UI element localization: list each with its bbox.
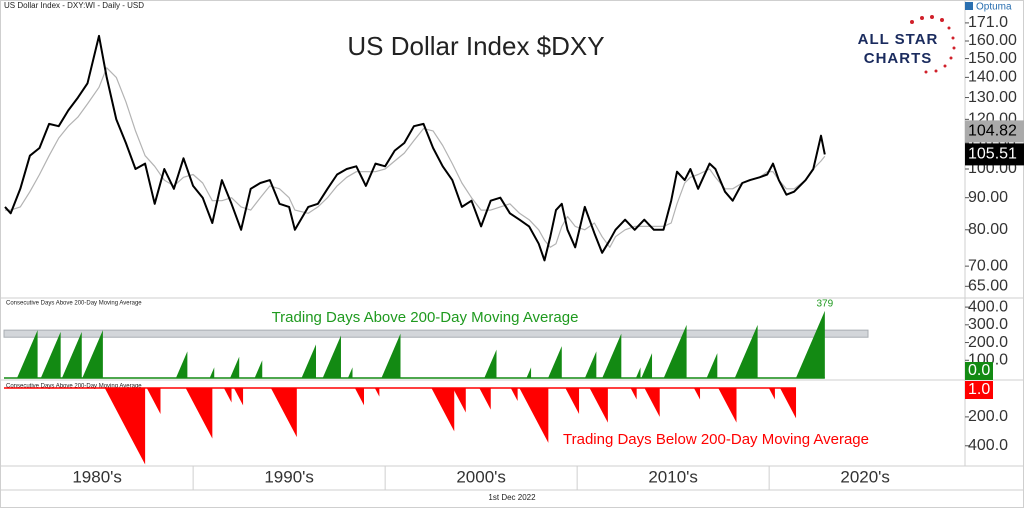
run — [630, 388, 637, 400]
run — [175, 351, 188, 378]
last-value-box — [965, 120, 1024, 143]
y-tick-label: 70.00 — [968, 257, 1008, 274]
run — [780, 388, 797, 419]
x-tick-label: 1990's — [264, 467, 314, 486]
run — [706, 353, 718, 378]
y-tick-label: 90.00 — [968, 189, 1008, 206]
run — [61, 331, 82, 378]
run — [185, 388, 213, 439]
run — [347, 367, 353, 378]
x-tick-label: 2020's — [840, 467, 890, 486]
run — [718, 388, 737, 423]
run — [230, 356, 240, 378]
current-value-box — [965, 362, 993, 380]
last-value-label: 105.51 — [968, 146, 1017, 163]
run — [584, 351, 597, 378]
run — [565, 388, 580, 414]
y-tick-label: 160.00 — [968, 32, 1017, 49]
run — [233, 388, 244, 406]
run — [589, 388, 608, 423]
run — [519, 388, 549, 443]
run — [40, 331, 61, 378]
y-tick-label: 200.0 — [968, 334, 1008, 351]
chart-title: US Dollar Index $DXY — [347, 31, 604, 61]
run — [381, 333, 401, 378]
y-tick-label: 150.00 — [968, 50, 1017, 67]
current-value-label: 0.0 — [968, 362, 990, 379]
brand-icon — [965, 2, 973, 10]
y-tick-label: 300.0 — [968, 316, 1008, 333]
run — [663, 324, 687, 378]
run — [768, 388, 775, 400]
last-value-box — [965, 143, 1024, 166]
run — [301, 344, 317, 378]
y-tick-label: 400.0 — [968, 298, 1008, 315]
highlight-band — [3, 329, 869, 338]
footer: 1st Dec 2022 — [488, 493, 536, 502]
run — [322, 335, 341, 378]
y-tick-label: 400.0 — [968, 437, 1008, 454]
run — [510, 388, 518, 401]
run — [452, 388, 466, 413]
run — [254, 360, 263, 378]
run — [223, 388, 232, 403]
y-tick-label: 200.0 — [968, 408, 1008, 425]
run — [526, 367, 532, 378]
brand: Optuma — [976, 2, 1012, 13]
current-value-label: 1.0 — [968, 381, 990, 398]
run — [602, 333, 622, 378]
run — [82, 330, 103, 378]
run — [734, 324, 758, 378]
run — [548, 346, 562, 378]
logo-stars — [910, 15, 956, 74]
line-series — [4, 34, 826, 262]
run — [431, 388, 455, 432]
run — [795, 310, 825, 378]
x-tick-label: 1980's — [72, 467, 122, 486]
y-tick-label: 65.00 — [968, 278, 1008, 295]
run — [641, 353, 653, 378]
run — [209, 367, 215, 378]
run — [374, 388, 380, 397]
header: US Dollar Index - DXY:WI - Daily - USD — [4, 1, 144, 10]
logo-text: CHARTS — [864, 50, 933, 67]
run — [146, 388, 161, 414]
run — [479, 388, 491, 410]
x-tick-label: 2010's — [648, 467, 698, 486]
panel-title: Consecutive Days Above 200-Day Moving Av… — [6, 301, 142, 307]
runs — [104, 388, 797, 465]
run — [17, 330, 38, 378]
line-series — [5, 67, 826, 248]
y-tick-label: 130.00 — [968, 89, 1017, 106]
logo-text: ALL STAR — [858, 31, 939, 48]
run — [484, 349, 497, 378]
annotation: Trading Days Below 200-Day Moving Averag… — [563, 431, 869, 448]
y-tick-label: 80.00 — [968, 221, 1008, 238]
run — [354, 388, 365, 406]
y-tick-label: 140.00 — [968, 69, 1017, 86]
run — [635, 367, 641, 378]
logo: ALL STAR CHARTS — [858, 15, 956, 74]
current-value-box — [965, 381, 993, 399]
run — [270, 388, 297, 438]
data-label: 379 — [816, 298, 833, 309]
run — [644, 388, 660, 417]
last-value-label: 104.82 — [968, 123, 1017, 140]
x-tick-label: 2000's — [456, 467, 506, 486]
panel-title: Consecutive Days Above 200-Day Moving Av… — [6, 384, 142, 390]
run — [693, 388, 701, 400]
run — [104, 388, 146, 465]
y-tick-label: 171.0 — [968, 14, 1008, 31]
annotation: Trading Days Above 200-Day Moving Averag… — [272, 309, 579, 326]
runs — [17, 310, 825, 378]
